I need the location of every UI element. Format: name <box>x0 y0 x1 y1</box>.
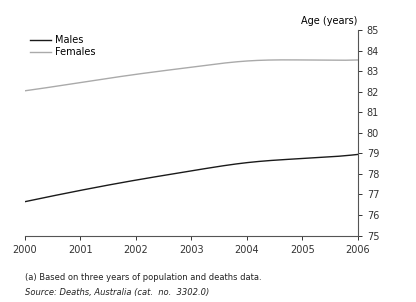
Legend: Males, Females: Males, Females <box>30 35 96 57</box>
Males <box>226 163 231 167</box>
Text: Source: Deaths, Australia (cat.  no.  3302.0): Source: Deaths, Australia (cat. no. 3302… <box>25 288 209 297</box>
Males <box>324 155 329 159</box>
Males <box>22 200 27 204</box>
Females <box>355 58 360 62</box>
Males <box>24 200 29 203</box>
Females <box>220 62 225 65</box>
Males <box>355 153 360 156</box>
Text: Age (years): Age (years) <box>301 16 358 26</box>
Line: Females: Females <box>25 60 358 91</box>
Line: Males: Males <box>25 154 358 202</box>
Females <box>304 58 309 62</box>
Males <box>220 164 225 168</box>
Females <box>325 59 330 62</box>
Text: (a) Based on three years of population and deaths data.: (a) Based on three years of population a… <box>25 273 262 282</box>
Females <box>22 89 27 93</box>
Males <box>220 164 225 168</box>
Females <box>220 61 225 65</box>
Females <box>226 61 231 64</box>
Males <box>303 156 308 160</box>
Females <box>283 58 288 62</box>
Females <box>24 89 29 92</box>
